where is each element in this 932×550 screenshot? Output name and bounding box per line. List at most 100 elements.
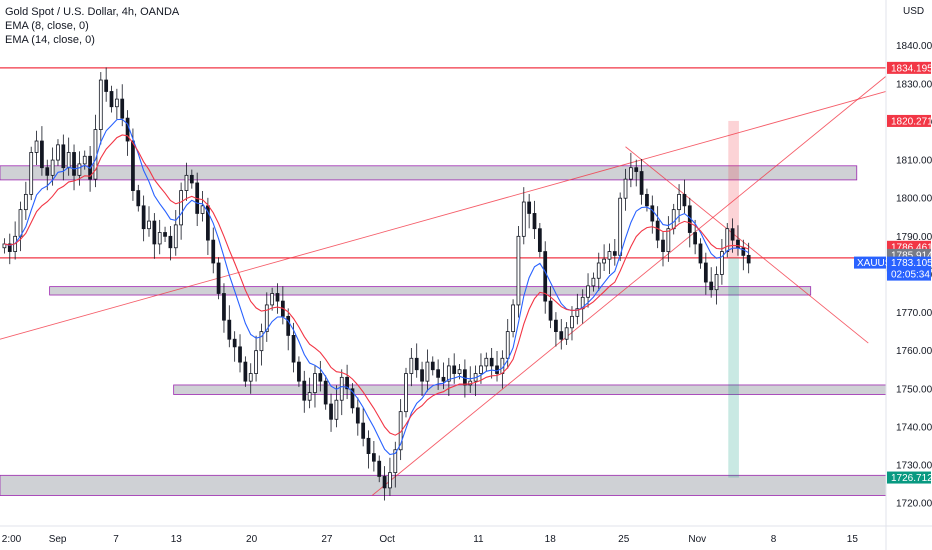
candle-body[interactable] <box>264 304 269 333</box>
candle-body[interactable] <box>61 144 66 169</box>
candle-body[interactable] <box>307 392 312 401</box>
candle-body[interactable] <box>382 476 387 489</box>
candle-body[interactable] <box>741 247 746 256</box>
candle-body[interactable] <box>227 319 232 340</box>
candle-body[interactable] <box>661 239 665 252</box>
candle-body[interactable] <box>607 251 612 260</box>
candle-body[interactable] <box>452 365 457 374</box>
candle-body[interactable] <box>152 220 157 245</box>
candle-body[interactable] <box>746 254 751 264</box>
candle-body[interactable] <box>677 193 681 211</box>
candle-body[interactable] <box>238 346 242 363</box>
candle-body[interactable] <box>511 304 515 333</box>
trend-line[interactable] <box>0 91 887 340</box>
candle-body[interactable] <box>548 300 553 321</box>
support-resistance-zone[interactable] <box>49 286 812 296</box>
candle-body[interactable] <box>586 285 590 298</box>
candle-body[interactable] <box>714 274 719 291</box>
candle-body[interactable] <box>82 155 87 165</box>
candle-body[interactable] <box>329 403 333 420</box>
candle-body[interactable] <box>671 209 676 230</box>
candle-body[interactable] <box>618 197 623 256</box>
candle-body[interactable] <box>629 167 633 180</box>
candle-body[interactable] <box>18 209 23 237</box>
candle-body[interactable] <box>425 361 430 382</box>
candle-body[interactable] <box>703 262 708 283</box>
candle-body[interactable] <box>554 319 558 333</box>
candle-body[interactable] <box>173 224 178 249</box>
candle-body[interactable] <box>479 365 483 374</box>
candle-body[interactable] <box>377 460 382 477</box>
candle-body[interactable] <box>286 315 291 336</box>
candle-body[interactable] <box>361 422 366 439</box>
candle-body[interactable] <box>270 293 275 306</box>
candle-body[interactable] <box>564 327 569 340</box>
candle-body[interactable] <box>420 369 424 382</box>
candle-body[interactable] <box>77 163 82 176</box>
candle-body[interactable] <box>355 407 360 424</box>
support-resistance-zone[interactable] <box>0 165 858 181</box>
candle-body[interactable] <box>527 201 532 214</box>
candle-body[interactable] <box>666 228 671 252</box>
candle-body[interactable] <box>436 369 440 378</box>
candle-body[interactable] <box>66 152 71 169</box>
candle-body[interactable] <box>7 243 12 252</box>
candle-body[interactable] <box>575 308 580 317</box>
candle-body[interactable] <box>45 167 50 176</box>
candle-body[interactable] <box>446 365 451 382</box>
candle-body[interactable] <box>131 140 135 191</box>
candle-body[interactable] <box>232 338 237 348</box>
candle-body[interactable] <box>372 453 376 462</box>
candle-body[interactable] <box>136 190 141 207</box>
candle-body[interactable] <box>430 361 435 371</box>
candle-body[interactable] <box>720 251 724 275</box>
trend-line[interactable] <box>625 146 869 344</box>
candle-body[interactable] <box>120 98 125 119</box>
candle-body[interactable] <box>388 472 392 489</box>
position-stop-zone[interactable] <box>728 120 739 258</box>
candle-body[interactable] <box>254 350 258 374</box>
candle-body[interactable] <box>521 201 526 237</box>
indicator-ema-8[interactable]: EMA (8, close, 0) <box>5 20 89 32</box>
candle-body[interactable] <box>709 281 714 291</box>
candle-body[interactable] <box>489 357 494 367</box>
candle-body[interactable] <box>168 235 173 249</box>
candle-body[interactable] <box>537 228 542 252</box>
candle-body[interactable] <box>216 262 221 294</box>
candle-body[interactable] <box>516 235 521 306</box>
trend-line[interactable] <box>371 75 887 496</box>
candle-body[interactable] <box>104 79 109 92</box>
candle-body[interactable] <box>543 251 548 302</box>
candle-body[interactable] <box>730 228 735 241</box>
candle-body[interactable] <box>56 144 60 161</box>
candle-body[interactable] <box>248 373 253 382</box>
candle-body[interactable] <box>109 91 114 108</box>
candle-body[interactable] <box>179 190 183 226</box>
candle-body[interactable] <box>297 361 301 382</box>
candle-body[interactable] <box>222 293 226 321</box>
candle-body[interactable] <box>725 228 730 252</box>
candle-body[interactable] <box>29 152 34 195</box>
candle-body[interactable] <box>559 331 564 340</box>
candle-body[interactable] <box>345 376 349 390</box>
candle-body[interactable] <box>495 365 499 374</box>
candle-body[interactable] <box>275 293 280 302</box>
candle-body[interactable] <box>334 399 339 420</box>
candle-body[interactable] <box>409 357 414 374</box>
candle-body[interactable] <box>259 331 264 352</box>
candle-body[interactable] <box>291 335 296 363</box>
candle-body[interactable] <box>645 193 649 207</box>
candle-body[interactable] <box>532 213 537 230</box>
candle-body[interactable] <box>414 357 419 371</box>
candle-body[interactable] <box>457 369 462 374</box>
position-target-zone[interactable] <box>728 257 739 478</box>
candle-body[interactable] <box>602 258 606 264</box>
support-resistance-zone[interactable] <box>173 384 887 395</box>
candle-body[interactable] <box>189 174 194 184</box>
candle-body[interactable] <box>163 232 167 237</box>
candle-body[interactable] <box>366 437 371 454</box>
candle-body[interactable] <box>50 159 55 176</box>
candle-body[interactable] <box>200 205 205 214</box>
candle-body[interactable] <box>157 232 162 245</box>
